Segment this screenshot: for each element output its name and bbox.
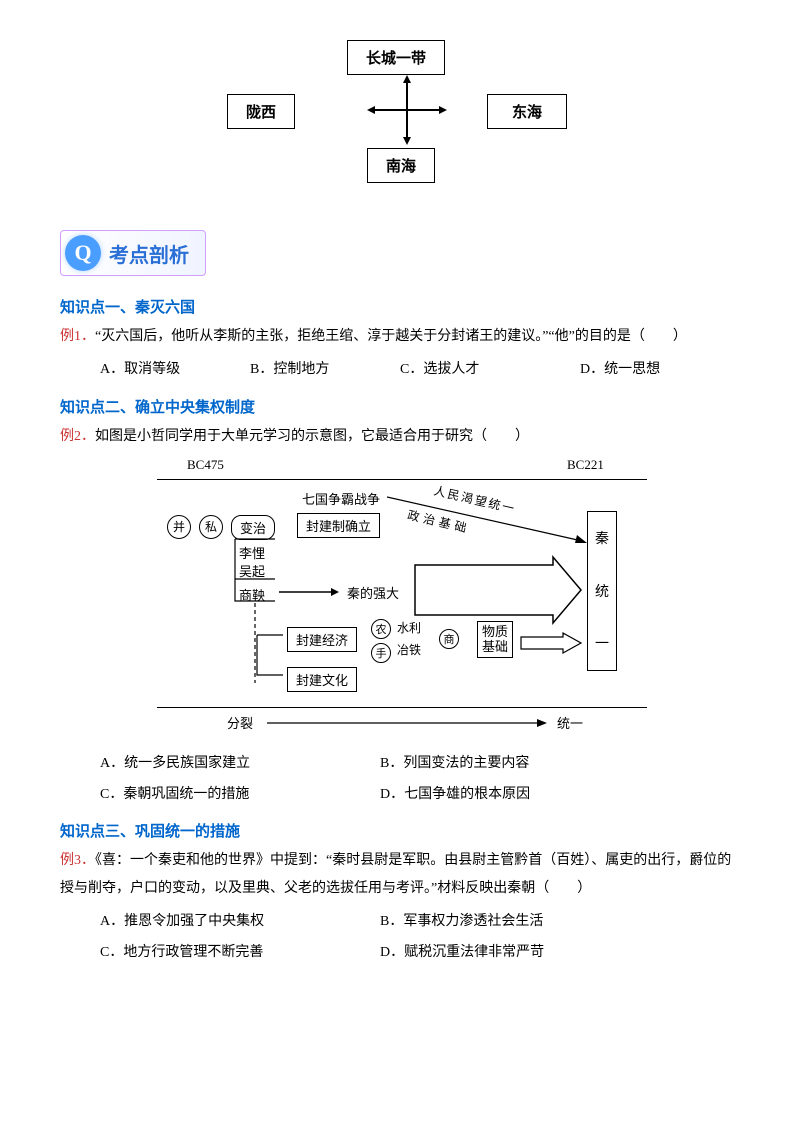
example-3-options: A．推恩令加强了中央集权B．军事权力渗透社会生活 C．地方行政管理不断完善D．赋… bbox=[60, 907, 734, 969]
small-arrow-icon bbox=[519, 631, 583, 655]
label-qin-strong: 秦的强大 bbox=[347, 583, 399, 602]
char-yi: 一 bbox=[595, 633, 609, 653]
box-east: 东海 bbox=[487, 94, 567, 129]
bracket-econ-culture bbox=[255, 631, 285, 679]
circle-si: 私 bbox=[199, 515, 223, 539]
opt-2d: D．七国争雄的根本原因 bbox=[380, 787, 530, 802]
char-tong: 统 bbox=[595, 581, 609, 601]
bracket-reformers bbox=[233, 537, 277, 603]
territory-cross-diagram: 长城一带 陇西 东海 南海 bbox=[207, 40, 587, 190]
section-2-title: 知识点二、确立中央集权制度 bbox=[60, 396, 734, 417]
arrow-shangyang-icon bbox=[279, 585, 339, 599]
example-1: 例1．“灭六国后，他听从李斯的主张，拒绝王绾、淳于越关于分封诸王的建议。”“他”… bbox=[60, 323, 734, 351]
opt-3a: A．推恩令加强了中央集权 bbox=[100, 907, 380, 938]
example-3-question: 《喜：一个秦吏和他的世界》中提到：“秦时县尉是军职。由县尉主管黔首（百姓）、属吏… bbox=[60, 853, 731, 896]
box-wuzhi: 物质基础 bbox=[477, 621, 513, 658]
box-north: 长城一带 bbox=[347, 40, 445, 75]
opt-3b: B．军事权力渗透社会生活 bbox=[380, 914, 543, 929]
bottom-arrow-icon bbox=[267, 717, 547, 729]
opt-1c: C．选拔人才 bbox=[400, 355, 580, 386]
opt-2a: A．统一多民族国家建立 bbox=[100, 749, 380, 780]
example-3: 例3．《喜：一个秦吏和他的世界》中提到：“秦时县尉是军职。由县尉主管黔首（百姓）… bbox=[60, 847, 734, 903]
section-3-title: 知识点三、巩固统一的措施 bbox=[60, 820, 734, 841]
example-2-question: 如图是小哲同学用于大单元学习的示意图，它最适合用于研究（ ） bbox=[95, 429, 529, 444]
opt-1d: D．统一思想 bbox=[580, 355, 730, 386]
cross-arrows-icon bbox=[367, 75, 447, 145]
box-fengjian-culture: 封建文化 bbox=[287, 667, 357, 692]
label-war: 七国争霸战争 bbox=[302, 489, 380, 508]
opt-1b: B．控制地方 bbox=[250, 355, 400, 386]
circle-shang: 商 bbox=[439, 629, 459, 649]
section-badge: Q 考点剖析 bbox=[60, 230, 734, 276]
label-yetie: 冶铁 bbox=[397, 641, 421, 658]
label-bc221: BC221 bbox=[567, 457, 604, 473]
label-fenlie: 分裂 bbox=[227, 713, 253, 732]
badge-title: 考点剖析 bbox=[109, 239, 189, 268]
timeline-top bbox=[157, 479, 647, 480]
opt-3c: C．地方行政管理不断完善 bbox=[100, 938, 380, 969]
box-fengjian-establish: 封建制确立 bbox=[297, 513, 380, 538]
magnifier-icon: Q bbox=[65, 235, 101, 271]
label-bc475: BC475 bbox=[187, 457, 224, 473]
opt-1a: A．取消等级 bbox=[100, 355, 250, 386]
char-qin: 秦 bbox=[595, 528, 609, 548]
badge-container: Q 考点剖析 bbox=[60, 230, 206, 276]
example-3-label: 例3． bbox=[60, 853, 95, 868]
circle-nong: 农 bbox=[371, 619, 391, 639]
example-1-options: A．取消等级 B．控制地方 C．选拔人才 D．统一思想 bbox=[60, 355, 734, 386]
label-tongyi: 统一 bbox=[557, 713, 583, 732]
example-1-question: “灭六国后，他听从李斯的主张，拒绝王绾、淳于越关于分封诸王的建议。”“他”的目的… bbox=[95, 329, 687, 344]
box-qin-unify: 秦 统 一 bbox=[587, 511, 617, 671]
big-arrow-icon bbox=[413, 555, 583, 625]
example-1-label: 例1． bbox=[60, 329, 95, 344]
section-1-title: 知识点一、秦灭六国 bbox=[60, 296, 734, 317]
opt-3d: D．赋税沉重法律非常严苛 bbox=[380, 945, 544, 960]
example-2: 例2．如图是小哲同学用于大单元学习的示意图，它最适合用于研究（ ） bbox=[60, 423, 734, 451]
box-fengjian-econ: 封建经济 bbox=[287, 627, 357, 652]
history-flow-diagram: BC475 BC221 七国争霸战争 并 私 变治 封建制确立 李悝 吴起 商鞅… bbox=[137, 455, 657, 745]
box-south: 南海 bbox=[367, 148, 435, 183]
opt-2b: B．列国变法的主要内容 bbox=[380, 756, 529, 771]
circle-bing: 并 bbox=[167, 515, 191, 539]
box-west: 陇西 bbox=[227, 94, 295, 129]
opt-2c: C．秦朝巩固统一的措施 bbox=[100, 780, 380, 811]
circle-shou: 手 bbox=[371, 643, 391, 663]
example-2-label: 例2． bbox=[60, 429, 95, 444]
example-2-options: A．统一多民族国家建立B．列国变法的主要内容 C．秦朝巩固统一的措施D．七国争雄… bbox=[60, 749, 734, 811]
timeline-bottom bbox=[157, 707, 647, 708]
